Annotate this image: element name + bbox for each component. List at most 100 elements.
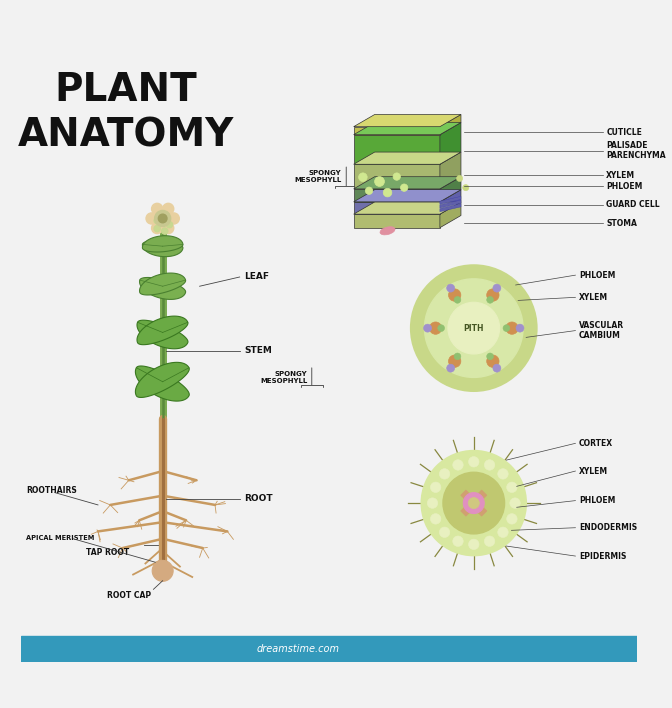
Circle shape (487, 289, 499, 301)
Polygon shape (353, 202, 440, 214)
Circle shape (507, 513, 517, 524)
Circle shape (162, 228, 168, 234)
Circle shape (443, 472, 505, 534)
Circle shape (463, 493, 485, 513)
Circle shape (163, 222, 174, 234)
Text: ENDODERMIS: ENDODERMIS (579, 523, 637, 532)
Circle shape (401, 184, 408, 191)
Text: PITH: PITH (464, 324, 484, 333)
Circle shape (485, 536, 495, 547)
Text: SPONGY
MESOPHYLL: SPONGY MESOPHYLL (260, 371, 308, 384)
Text: ANATOMY: ANATOMY (17, 117, 234, 155)
Circle shape (463, 185, 469, 190)
Circle shape (453, 536, 463, 547)
Polygon shape (461, 490, 476, 506)
Circle shape (411, 266, 537, 391)
Circle shape (447, 364, 455, 372)
Polygon shape (353, 189, 440, 202)
Text: STEM: STEM (244, 346, 272, 355)
Circle shape (393, 173, 401, 181)
Polygon shape (440, 204, 461, 212)
Circle shape (448, 289, 461, 301)
Circle shape (167, 222, 173, 228)
Polygon shape (471, 490, 487, 506)
Circle shape (516, 324, 524, 332)
Polygon shape (440, 190, 461, 214)
Circle shape (159, 214, 167, 223)
Circle shape (155, 210, 171, 227)
Text: ROOT CAP: ROOT CAP (108, 591, 151, 600)
Text: CUTICLE: CUTICLE (606, 127, 642, 137)
Text: ROOTHAIRS: ROOTHAIRS (26, 486, 77, 496)
Text: XYLEM: XYLEM (579, 293, 608, 302)
Circle shape (487, 297, 493, 303)
Circle shape (429, 322, 442, 334)
Circle shape (468, 498, 479, 508)
Text: dreamstime.com: dreamstime.com (257, 644, 340, 654)
Text: XYLEM: XYLEM (579, 467, 608, 476)
Polygon shape (353, 177, 461, 189)
Polygon shape (440, 200, 461, 208)
Text: EPIDERMIS: EPIDERMIS (579, 552, 626, 561)
Circle shape (503, 325, 510, 331)
Circle shape (487, 353, 493, 360)
Circle shape (423, 324, 431, 332)
Polygon shape (440, 115, 461, 135)
Text: GUARD CELL: GUARD CELL (606, 200, 660, 210)
Circle shape (447, 284, 455, 292)
Circle shape (383, 188, 392, 197)
Polygon shape (140, 273, 185, 295)
Circle shape (507, 482, 517, 493)
Circle shape (430, 482, 441, 493)
Circle shape (498, 527, 508, 537)
Polygon shape (440, 152, 461, 189)
Circle shape (163, 203, 174, 215)
Polygon shape (353, 202, 461, 214)
Circle shape (421, 451, 526, 556)
Text: LEAF: LEAF (244, 273, 269, 282)
Polygon shape (135, 366, 190, 401)
Circle shape (152, 560, 173, 581)
Circle shape (448, 302, 500, 354)
Circle shape (152, 203, 163, 215)
Circle shape (439, 527, 450, 537)
Polygon shape (140, 278, 185, 299)
Bar (21, 636, 637, 662)
Polygon shape (353, 214, 440, 228)
Text: XYLEM: XYLEM (606, 171, 635, 180)
Polygon shape (353, 127, 440, 135)
Polygon shape (353, 164, 440, 189)
Circle shape (485, 459, 495, 470)
Polygon shape (353, 122, 461, 135)
Circle shape (453, 459, 463, 470)
Circle shape (146, 213, 157, 224)
Circle shape (152, 222, 163, 234)
Circle shape (493, 364, 501, 372)
Circle shape (454, 353, 461, 360)
Circle shape (359, 173, 367, 181)
Circle shape (430, 513, 441, 524)
Text: TAP ROOT: TAP ROOT (85, 548, 129, 557)
Polygon shape (461, 501, 476, 516)
Text: PALISADE
PARENCHYMA: PALISADE PARENCHYMA (606, 141, 666, 161)
Circle shape (437, 325, 444, 331)
Circle shape (510, 498, 520, 508)
Text: PLANT: PLANT (54, 71, 197, 108)
Polygon shape (137, 316, 188, 345)
Circle shape (168, 213, 179, 224)
Text: STOMA: STOMA (606, 219, 637, 228)
Circle shape (366, 187, 373, 195)
Circle shape (454, 297, 461, 303)
Text: SPONGY
MESOPHYLL: SPONGY MESOPHYLL (294, 170, 341, 183)
Polygon shape (353, 190, 461, 202)
Circle shape (506, 322, 518, 334)
Circle shape (425, 279, 523, 377)
Circle shape (448, 355, 461, 367)
Polygon shape (440, 196, 461, 205)
Text: PHLOEM: PHLOEM (606, 182, 642, 191)
Circle shape (439, 469, 450, 479)
Text: PHLOEM: PHLOEM (579, 270, 616, 280)
Polygon shape (471, 501, 487, 516)
Circle shape (427, 498, 437, 508)
Text: CORTEX: CORTEX (579, 439, 614, 448)
